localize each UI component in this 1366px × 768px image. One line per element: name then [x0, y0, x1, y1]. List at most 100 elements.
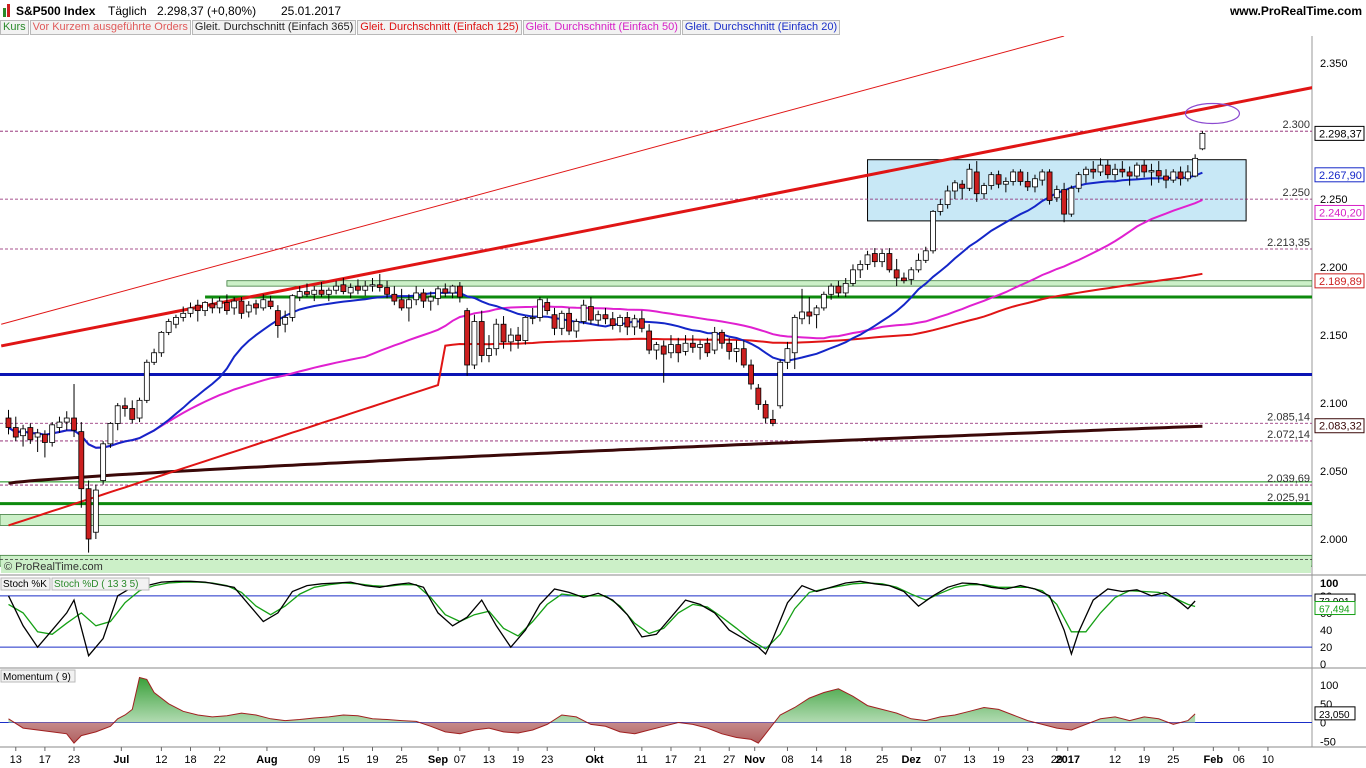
- y-tick-label: 2.100: [1320, 398, 1348, 410]
- candle: [1046, 171, 1053, 201]
- price-tag-box: [1314, 125, 1365, 141]
- level-label: 2.300: [1282, 119, 1310, 131]
- level-label: 2.072,14: [1267, 429, 1310, 441]
- candle: [682, 342, 689, 352]
- candle: [12, 427, 19, 438]
- candle: [274, 310, 281, 326]
- candle: [456, 285, 463, 298]
- candle: [638, 318, 645, 329]
- candle: [922, 250, 929, 261]
- candle: [5, 417, 12, 428]
- candle: [529, 317, 536, 319]
- candle: [362, 285, 369, 291]
- candle: [515, 334, 521, 341]
- candle: [1177, 171, 1184, 180]
- candle: [49, 424, 56, 443]
- momentum-value-box: [1314, 706, 1356, 721]
- support-zone: [226, 280, 1312, 287]
- candle: [114, 405, 121, 424]
- momentum-tick-label: 0: [1320, 718, 1326, 730]
- legend-item-kurs[interactable]: Kurs: [0, 20, 29, 35]
- instrument-name: S&P500 Index: [16, 4, 96, 18]
- candle: [595, 314, 602, 321]
- candle: [34, 432, 41, 438]
- candle: [740, 348, 747, 366]
- candle: [857, 263, 864, 271]
- candle: [216, 300, 223, 309]
- candle: [325, 289, 332, 295]
- candle: [420, 292, 427, 302]
- candle: [173, 317, 179, 325]
- candle: [1068, 187, 1075, 215]
- candle: [435, 288, 441, 299]
- candle: [1104, 164, 1111, 176]
- x-tick-label: 19: [366, 754, 378, 766]
- level-label: 2.025,91: [1267, 492, 1310, 504]
- candle: [748, 364, 754, 385]
- candle: [267, 300, 274, 307]
- stoch-tick-label: 20: [1320, 642, 1332, 654]
- candle: [129, 408, 136, 420]
- timeframe-label[interactable]: Täglich: [108, 4, 147, 18]
- candle: [944, 190, 951, 205]
- candle: [886, 253, 893, 271]
- candle: [820, 293, 827, 309]
- stoch-value: 67,494: [1319, 605, 1350, 616]
- x-tick-label: 25: [395, 754, 407, 766]
- candle: [973, 171, 980, 195]
- x-tick-label: 25: [1167, 754, 1179, 766]
- watermark-text: © ProRealTime.com: [4, 561, 103, 573]
- stoch-tick-label: 100: [1320, 578, 1338, 590]
- x-tick-label: 23: [68, 754, 80, 766]
- y-tick-label: 2.000: [1320, 534, 1348, 546]
- x-tick-label: 29: [1051, 754, 1063, 766]
- candle: [158, 331, 165, 354]
- candle: [1119, 168, 1126, 173]
- x-tick-label: 06: [1233, 754, 1245, 766]
- candle: [1112, 168, 1118, 176]
- candle: [464, 310, 471, 366]
- stoch-legend-box: [51, 577, 150, 591]
- legend-item-ma125[interactable]: Gleit. Durchschnitt (Einfach 125): [357, 20, 522, 35]
- x-tick-label: 10: [1262, 754, 1274, 766]
- candle: [42, 433, 48, 443]
- momentum-area-negative: [8, 722, 1196, 744]
- x-tick-label: 13: [963, 754, 975, 766]
- candle: [689, 342, 696, 348]
- x-tick-label: 11: [636, 754, 647, 766]
- y-tick-label: 2.250: [1320, 194, 1348, 206]
- x-tick-label: 25: [876, 754, 888, 766]
- stoch-panel: [0, 580, 1312, 658]
- candle: [580, 304, 587, 322]
- momentum-tick-label: 100: [1320, 680, 1338, 692]
- candle: [850, 269, 856, 284]
- candle: [879, 253, 885, 263]
- price-tag: 2.189,89: [1319, 276, 1362, 288]
- x-tick-label: 13: [483, 754, 495, 766]
- candle: [551, 314, 558, 329]
- legend-item-orders[interactable]: Vor Kurzem ausgeführte Orders: [29, 20, 191, 35]
- x-tick-label: 07: [934, 754, 946, 766]
- candle: [719, 331, 725, 344]
- candle: [71, 417, 77, 431]
- candle: [915, 259, 922, 271]
- candle: [223, 302, 230, 312]
- x-tick-label: Jul: [113, 754, 129, 766]
- legend-item-ma20[interactable]: Gleit. Durchschnitt (Einfach 20): [681, 20, 841, 35]
- ma20-line: [7, 171, 1203, 449]
- y-tick-label: 2.350: [1320, 58, 1348, 70]
- candle: [791, 317, 798, 354]
- legend-item-ma50[interactable]: Gleit. Durchschnitt (Einfach 50): [522, 20, 681, 35]
- candle: [92, 489, 99, 533]
- level-label: 2.039,69: [1267, 473, 1310, 485]
- candle: [697, 344, 703, 348]
- candle: [107, 423, 114, 445]
- legend-item-ma365[interactable]: Gleit. Durchschnitt (Einfach 365): [191, 20, 357, 35]
- candle: [398, 299, 405, 309]
- candle: [609, 318, 616, 326]
- candle: [828, 285, 835, 295]
- candle: [646, 330, 653, 351]
- candle: [806, 311, 813, 317]
- momentum-line: [8, 676, 1196, 744]
